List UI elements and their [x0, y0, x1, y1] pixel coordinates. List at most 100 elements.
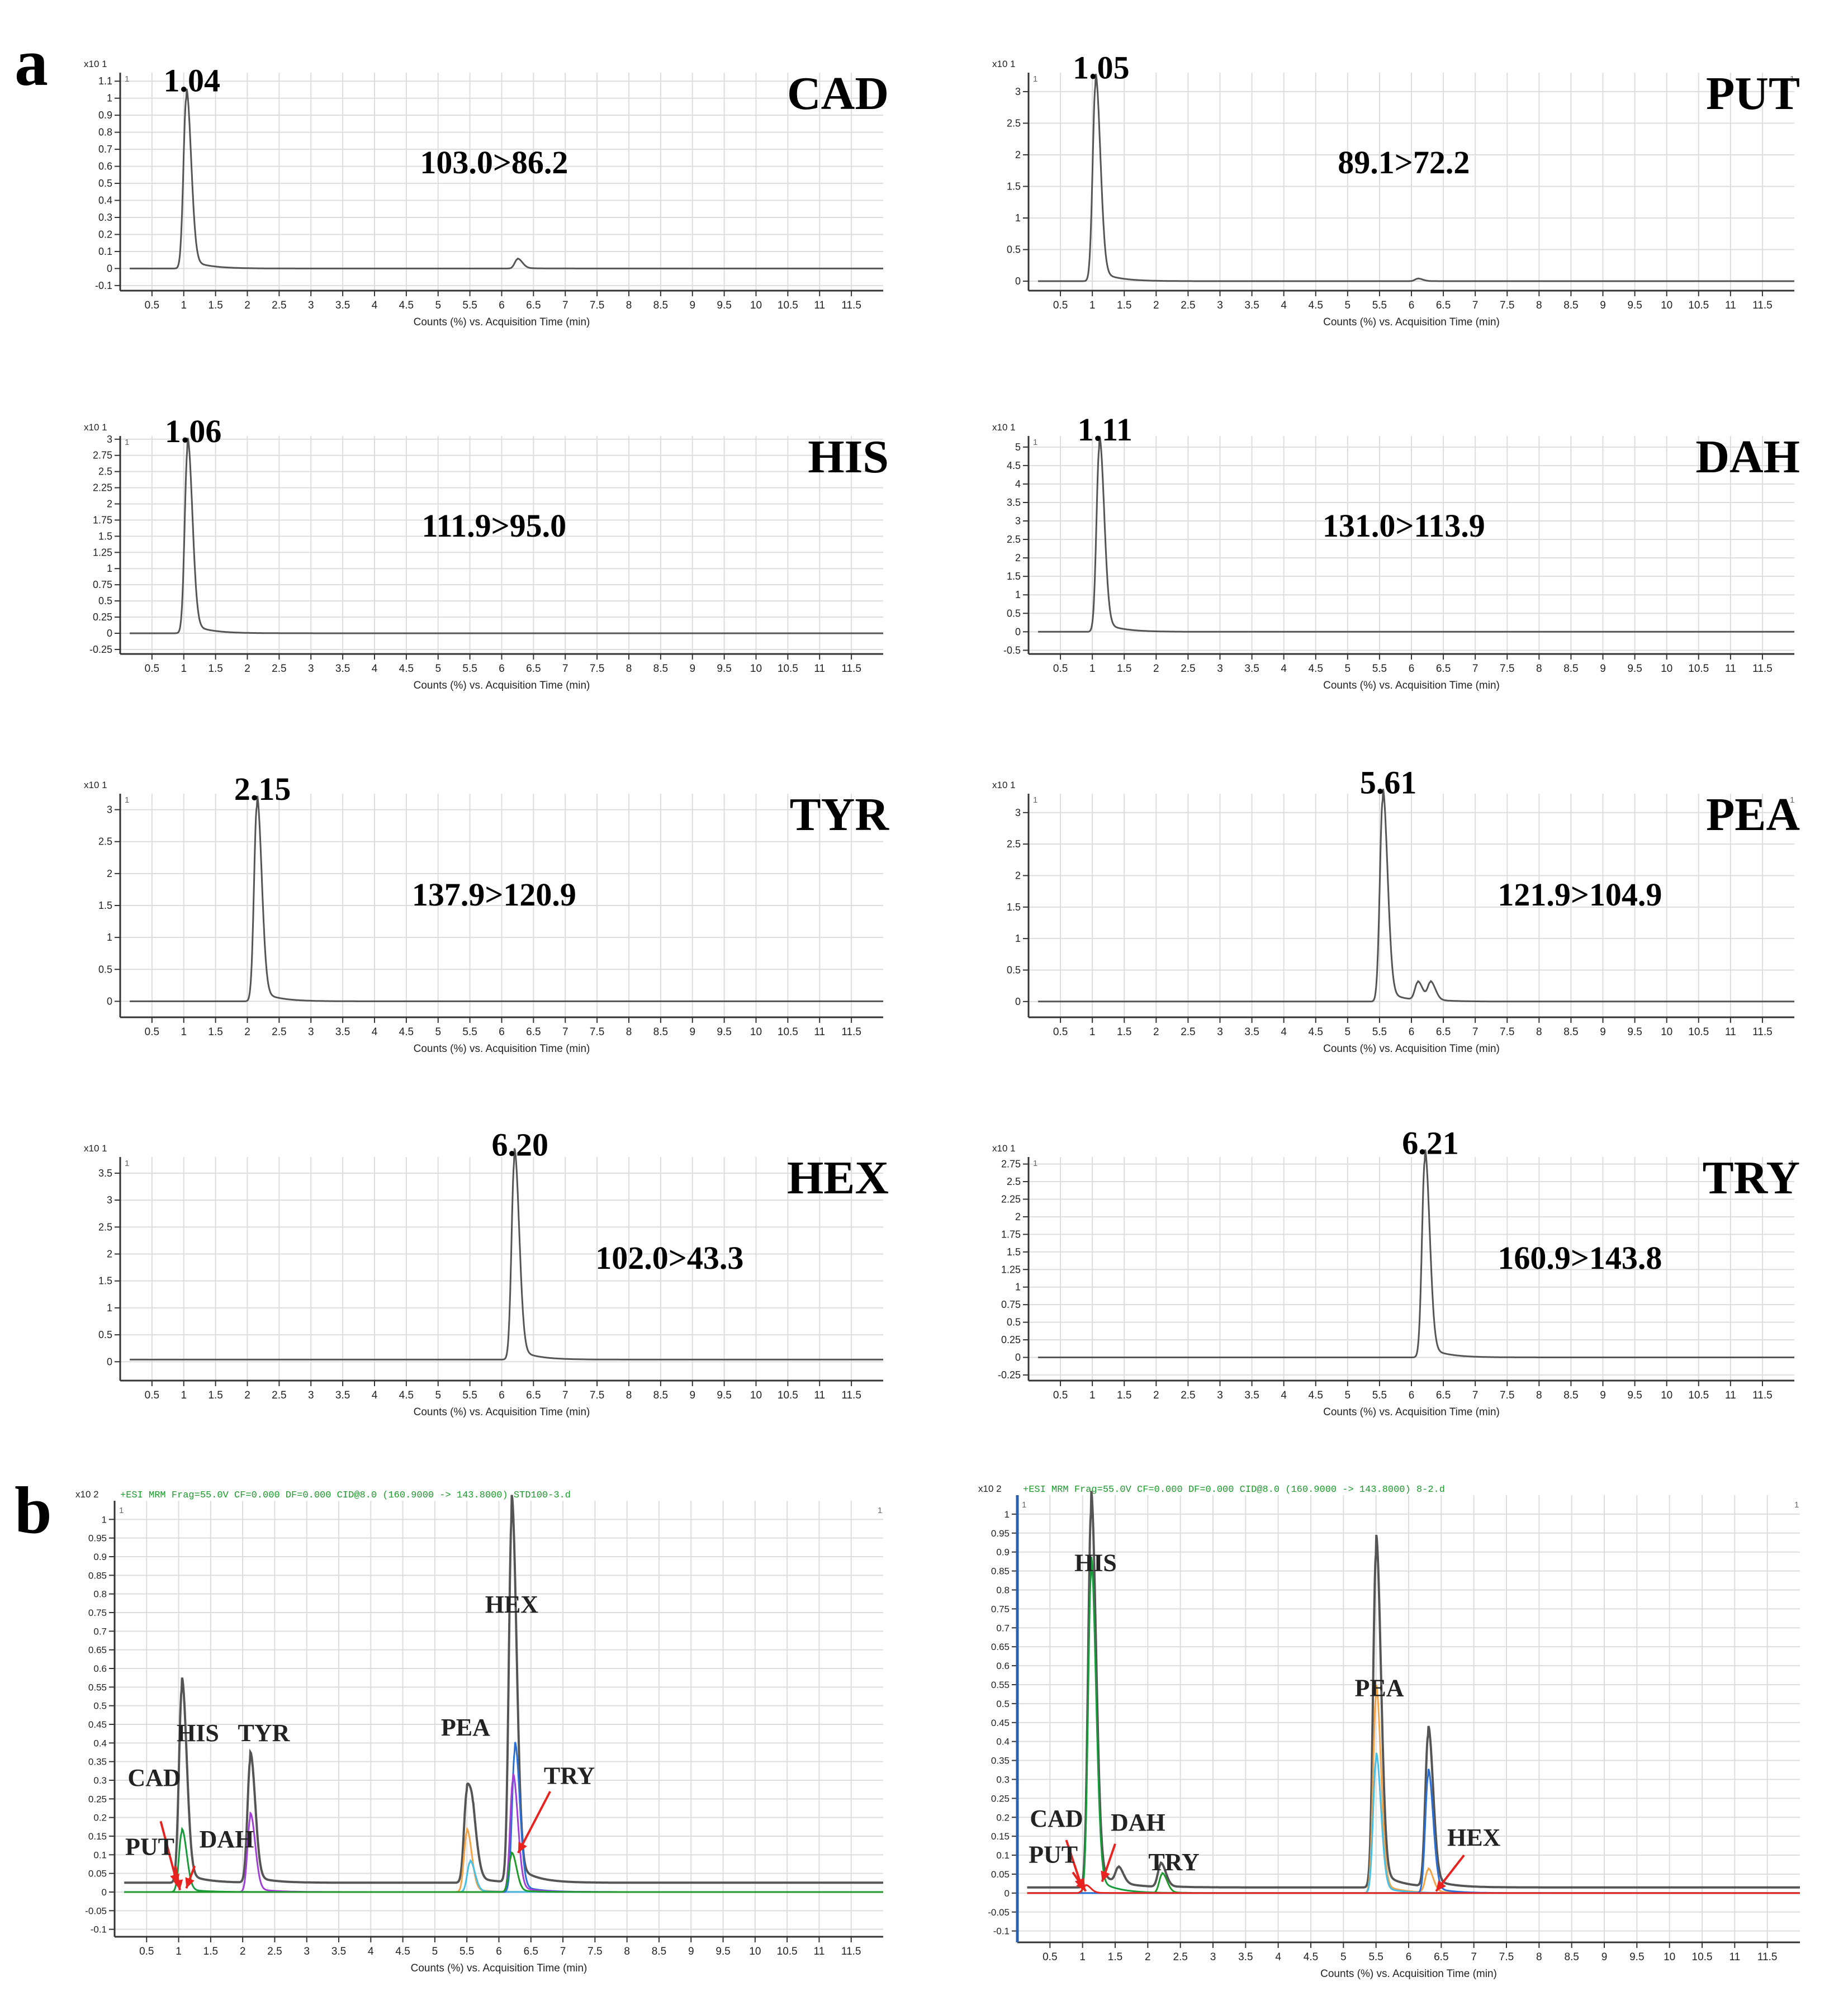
x-tick-label: 5: [435, 1390, 441, 1401]
y-scale-label: x10 1: [992, 1143, 1016, 1154]
x-tick-label: 4: [372, 663, 378, 675]
y-tick-label: 2.5: [98, 1221, 112, 1232]
x-tick-label: 1.5: [1117, 300, 1131, 311]
x-tick-label: 2.5: [1181, 1026, 1195, 1038]
x-tick-label: 3: [1217, 300, 1223, 311]
x-tick-label: 1: [181, 1390, 187, 1401]
corner-mark-right: 1: [878, 1506, 882, 1515]
chromatogram-his: -0.25 0 0.25 0.5 0.75 1 1.25 1.5 1.75 2 2.25 2.5 2.7…: [84, 413, 889, 691]
x-tick-label: 6: [1409, 1026, 1415, 1038]
x-tick-label: 3.5: [1244, 1390, 1259, 1401]
x-tick-label: 9.5: [715, 1946, 730, 1957]
y-tick-label: 3: [1015, 807, 1021, 818]
x-tick-label: 4.5: [1304, 1951, 1318, 1963]
compound-title: PEA: [1706, 789, 1800, 841]
x-tick-label: 3: [308, 300, 314, 311]
y-tick-label: 0.25: [88, 1794, 107, 1804]
x-tick-label: 3.5: [335, 663, 350, 675]
x-tick-label: 0.5: [145, 663, 159, 675]
y-tick-label: 0: [1015, 996, 1021, 1007]
y-tick-label: 2: [107, 499, 112, 510]
x-tick-label: 1: [1089, 1026, 1096, 1038]
y-tick-label: 1: [107, 93, 112, 104]
x-axis-label: Counts (%) vs. Acquisition Time (min): [1323, 316, 1500, 328]
x-tick-label: 4: [368, 1946, 374, 1957]
x-tick-label: 11.5: [1752, 1026, 1773, 1038]
y-tick-label: 0.45: [88, 1719, 107, 1730]
x-tick-label: 9.5: [1627, 1026, 1642, 1038]
retention-time-label: 2.15: [234, 771, 291, 807]
trace-total: [1027, 1491, 1800, 1889]
chromatogram-trace: [130, 795, 883, 1002]
y-tick-label: 2.5: [98, 836, 112, 847]
corner-mark: 1: [1022, 1500, 1026, 1510]
y-tick-label: 0.5: [98, 595, 112, 606]
x-tick-label: 2.5: [1181, 663, 1195, 675]
x-tick-label: 2: [244, 1390, 250, 1401]
y-tick-label: 0.9: [996, 1547, 1010, 1558]
x-tick-label: 6.5: [1434, 1951, 1448, 1963]
corner-mark: 1: [1033, 795, 1037, 805]
annotation-arrowhead: [518, 1842, 527, 1853]
x-axis-label: Counts (%) vs. Acquisition Time (min): [414, 1043, 590, 1055]
x-tick-label: 11.5: [841, 1390, 861, 1401]
x-tick-label: 5.5: [1372, 1026, 1387, 1038]
y-tick-label: 2.25: [93, 482, 112, 494]
x-tick-label: 3: [308, 1026, 314, 1038]
y-scale-label: x10 1: [84, 780, 107, 790]
x-tick-label: 3.5: [331, 1946, 346, 1957]
x-tick-label: 1.5: [208, 300, 222, 311]
x-tick-label: 3: [1210, 1951, 1216, 1963]
x-tick-label: 0.5: [1053, 663, 1068, 675]
x-tick-label: 4: [1281, 300, 1287, 311]
chromatogram-try: -0.25 0 0.25 0.5 0.75 1 1.25 1.5 1.75 2 2.25 2.5 2.7…: [992, 1125, 1800, 1418]
chromatogram-pea: 00.511.522.530.5 1 1.5 2 2.5 3 3.5 4 4.5 5 5.5 6 6.5…: [992, 764, 1800, 1055]
chromatogram-trace: [130, 1148, 883, 1360]
x-tick-label: 11: [814, 1946, 825, 1957]
y-tick-label: 1.75: [93, 514, 112, 525]
chromatogram-trace: [130, 88, 883, 269]
y-scale-label: x10 1: [992, 59, 1016, 69]
x-tick-label: 10: [1661, 1390, 1672, 1401]
y-tick-label: 0.9: [98, 110, 112, 121]
corner-mark: 1: [125, 74, 129, 84]
x-tick-label: 7: [1472, 663, 1479, 675]
x-tick-label: 5.5: [462, 1390, 477, 1401]
x-tick-label: 4: [372, 1026, 378, 1038]
x-tick-label: 0.5: [139, 1946, 154, 1957]
x-tick-label: 5.5: [462, 663, 477, 675]
x-tick-label: 7: [560, 1946, 566, 1957]
annotation-arrow: [159, 1820, 179, 1885]
y-tick-label: 1: [107, 1302, 112, 1314]
y-tick-label: 1: [1015, 933, 1021, 944]
x-tick-label: 2.5: [1181, 1390, 1195, 1401]
x-tick-label: 2.5: [272, 1026, 286, 1038]
peak-label-dah: DAH: [200, 1826, 254, 1853]
y-scale-label: x10 1: [992, 422, 1016, 433]
annotation-arrowhead: [1076, 1880, 1086, 1891]
x-tick-label: 8: [626, 663, 632, 675]
x-tick-label: 8: [1536, 300, 1542, 311]
corner-mark-right: 1: [1790, 74, 1794, 84]
x-tick-label: 4: [1281, 1026, 1287, 1038]
x-tick-label: 11.5: [1752, 1390, 1773, 1401]
x-tick-label: 3.5: [1244, 1026, 1259, 1038]
y-tick-label: -0.25: [89, 644, 112, 655]
y-tick-label: 0.7: [93, 1626, 107, 1637]
x-tick-label: 3.5: [335, 1390, 350, 1401]
x-tick-label: 6.5: [526, 663, 541, 675]
x-tick-label: 8.5: [1563, 1390, 1578, 1401]
x-tick-label: 8: [626, 300, 632, 311]
y-tick-label: 1: [102, 1514, 107, 1525]
x-tick-label: 5.5: [1372, 1390, 1387, 1401]
x-tick-label: 2: [240, 1946, 246, 1957]
x-tick-label: 11.5: [1757, 1951, 1778, 1963]
y-tick-label: 0.4: [996, 1737, 1010, 1747]
x-tick-label: 6: [1409, 300, 1415, 311]
x-tick-label: 10.5: [1688, 1390, 1709, 1401]
y-tick-label: 0: [1015, 626, 1021, 637]
x-tick-label: 9: [1600, 1390, 1606, 1401]
y-tick-label: 1.5: [98, 900, 112, 911]
corner-mark: 1: [125, 1159, 129, 1168]
x-tick-label: 11.5: [841, 1946, 861, 1957]
